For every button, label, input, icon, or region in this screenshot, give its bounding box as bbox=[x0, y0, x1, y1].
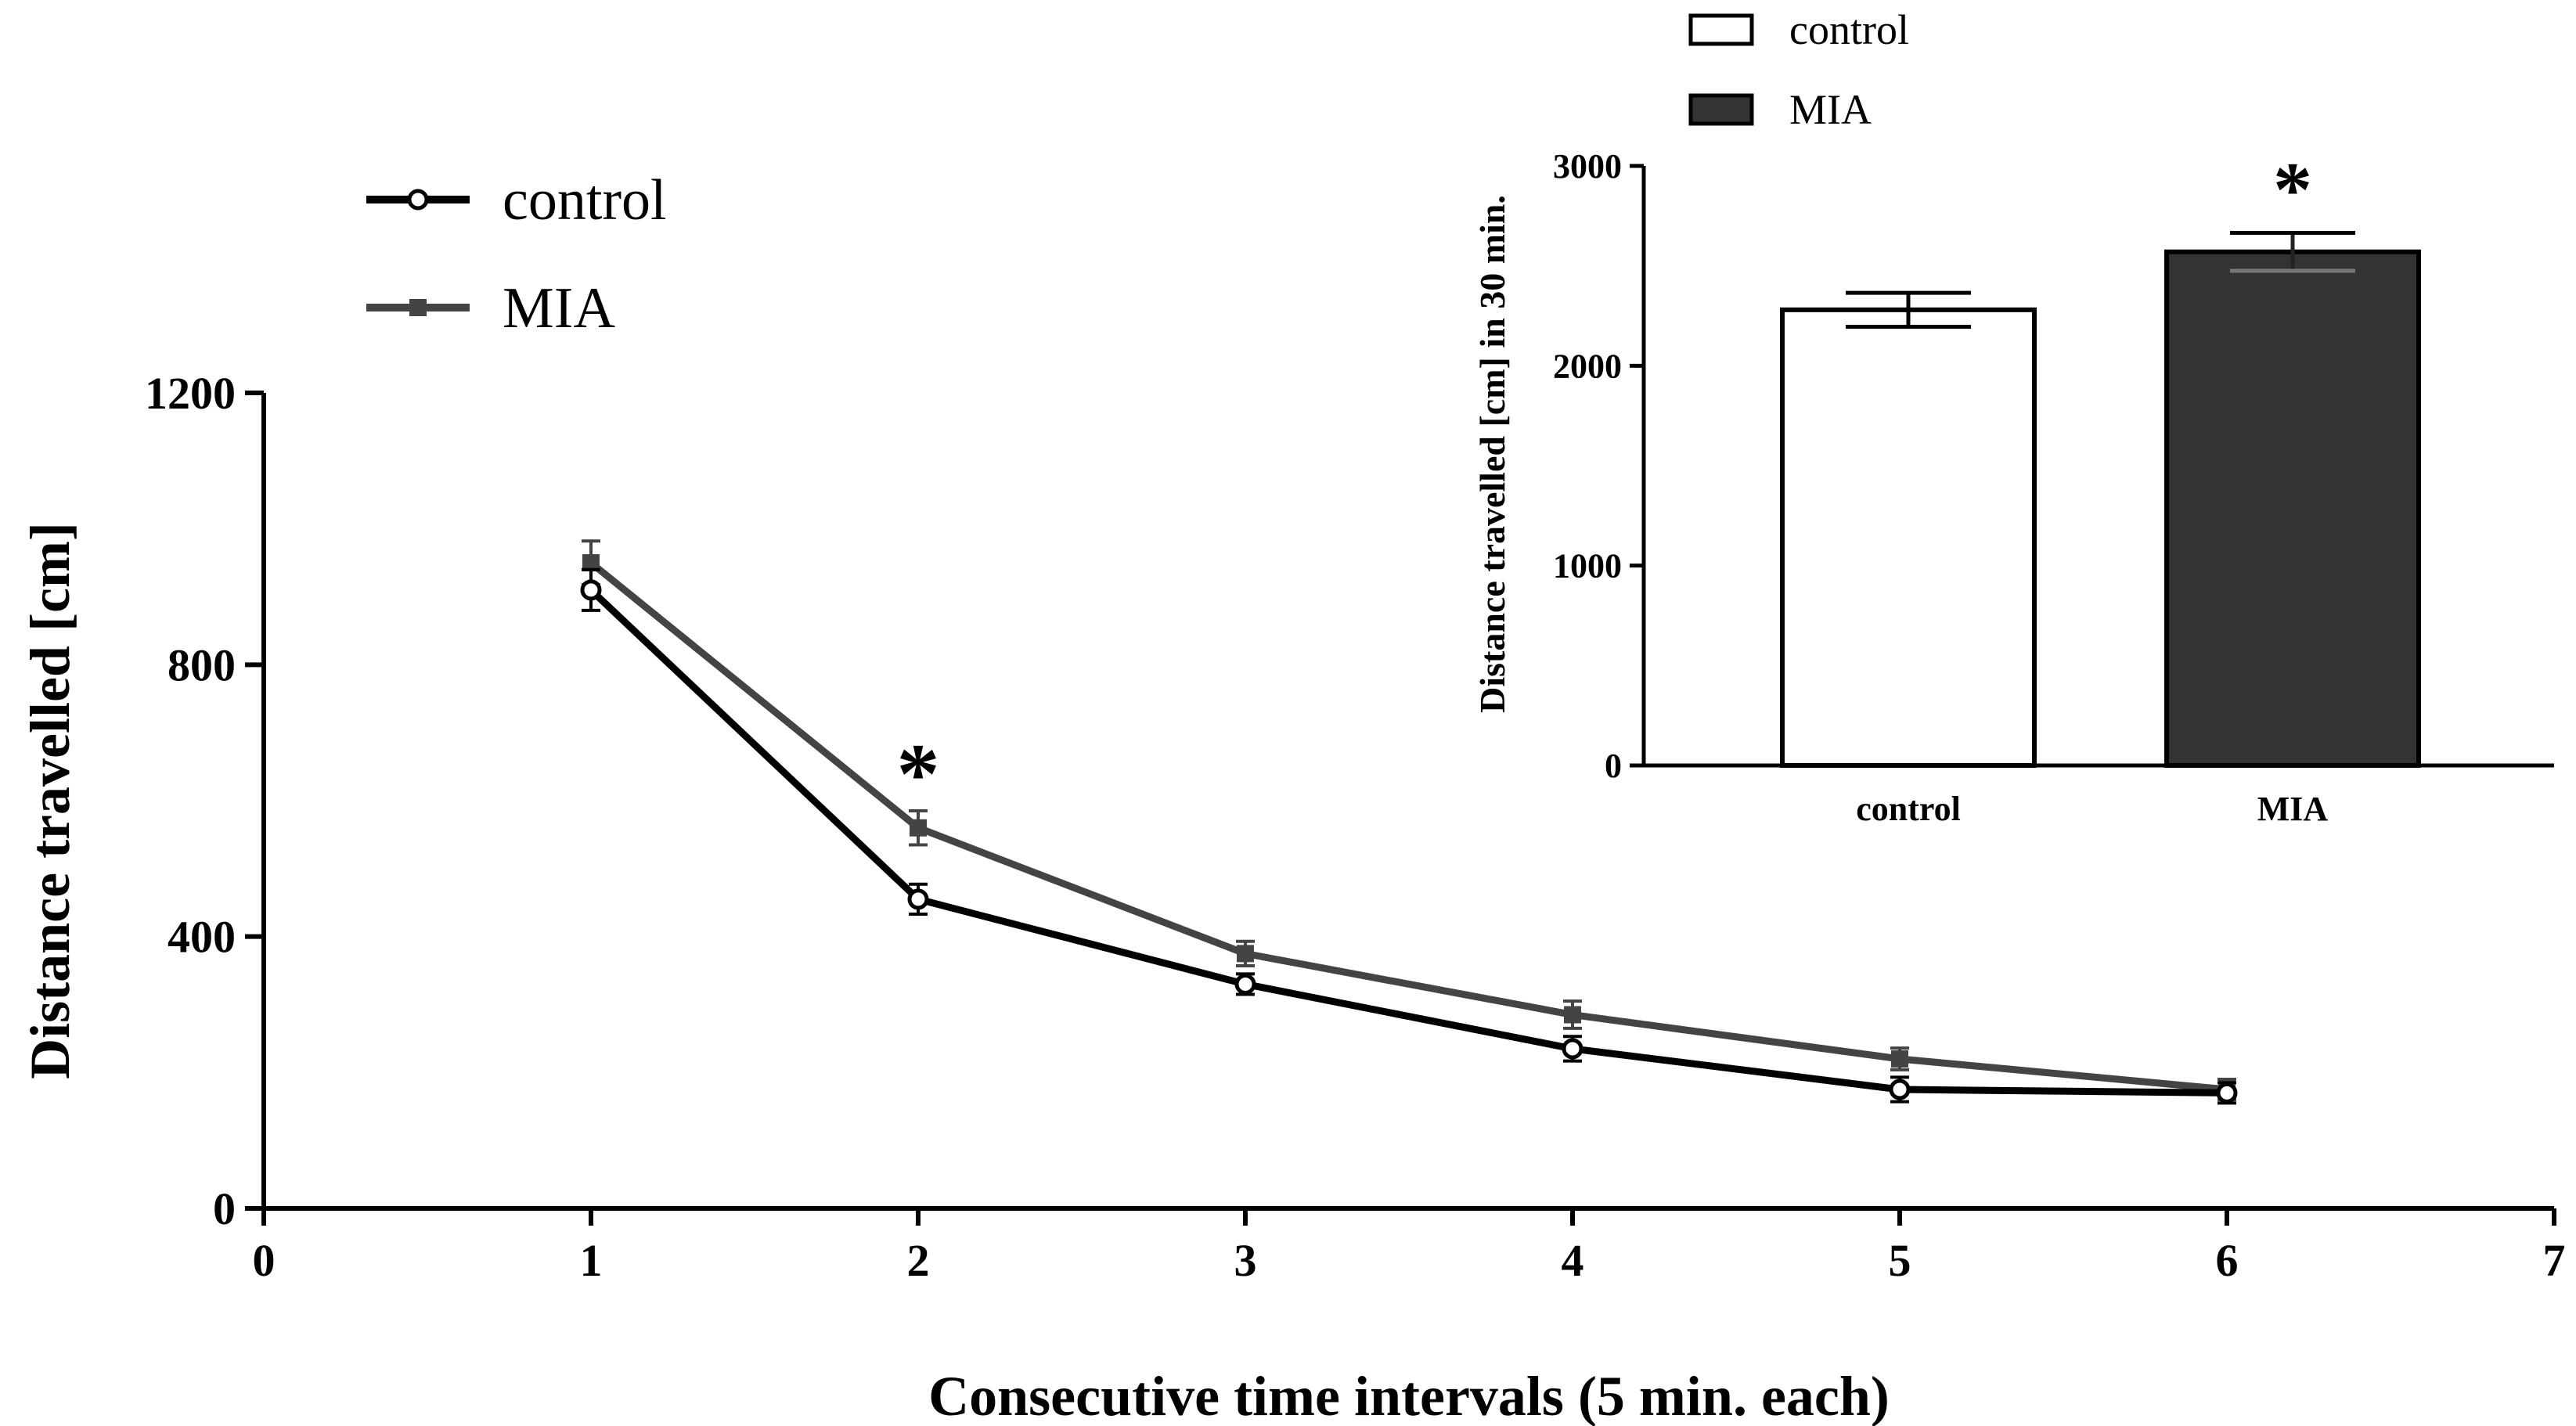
inset-legend-control-label: control bbox=[1789, 6, 1909, 53]
main-y-tick-label: 0 bbox=[213, 1183, 236, 1234]
main-legend-mia-marker bbox=[409, 299, 427, 316]
inset-legend-mia-swatch bbox=[1688, 93, 1754, 126]
inset-legend-control-swatch bbox=[1688, 13, 1754, 46]
data-point-mia bbox=[582, 554, 600, 572]
data-point-mia bbox=[1564, 1006, 1581, 1024]
inset-y-axis-title: Distance travelled [cm] in 30 min. bbox=[1472, 195, 1512, 713]
inset-bar-chart: 0 1000 2000 3000 control MIA Distance travel… bbox=[1472, 6, 2554, 828]
main-x-axis-title: Consecutive time intervals (5 min. each) bbox=[928, 1365, 1890, 1426]
data-point-mia bbox=[1891, 1050, 1908, 1068]
data-point-control bbox=[1889, 1079, 1911, 1100]
series-line-mia bbox=[589, 560, 2228, 1093]
main-legend-mia-label: MIA bbox=[503, 276, 615, 340]
main-x-tick-label: 5 bbox=[1889, 1235, 1911, 1286]
data-point-control bbox=[2216, 1082, 2238, 1104]
inset-bars bbox=[1780, 231, 2421, 768]
main-y-tick-label: 1200 bbox=[145, 368, 236, 419]
inset-x-labels: control MIA bbox=[1856, 790, 2328, 828]
main-x-tick-label: 2 bbox=[907, 1235, 930, 1286]
main-y-ticks: 0 400 800 1200 bbox=[145, 368, 264, 1234]
inset-y-tick-label: 1000 bbox=[1553, 547, 1622, 585]
main-x-tick-label: 0 bbox=[253, 1235, 276, 1286]
bar-control bbox=[1780, 307, 2037, 768]
data-point-control bbox=[907, 888, 929, 910]
main-significance-star: * bbox=[897, 726, 940, 822]
main-x-tick-label: 3 bbox=[1234, 1235, 1257, 1286]
data-point-control bbox=[1234, 973, 1256, 995]
data-point-control bbox=[1562, 1038, 1583, 1060]
main-x-tick-label: 4 bbox=[1562, 1235, 1584, 1286]
inset-x-tick-label: control bbox=[1856, 790, 1961, 828]
inset-significance-star: * bbox=[2273, 146, 2312, 233]
main-series-group bbox=[580, 539, 2238, 1105]
main-line-chart: 0 400 800 1200 0 1 2 3 4 5 6 7 Consecutive time in… bbox=[19, 168, 2566, 1426]
inset-y-tick-label: 3000 bbox=[1553, 147, 1622, 185]
main-y-tick-label: 800 bbox=[168, 639, 236, 690]
main-y-axis-title: Distance travelled [cm] bbox=[19, 522, 81, 1079]
data-point-mia bbox=[910, 819, 927, 837]
bar-mia bbox=[2164, 249, 2421, 768]
inset-y-tick-label: 2000 bbox=[1553, 347, 1622, 385]
inset-x-tick-label: MIA bbox=[2257, 790, 2329, 828]
main-legend-control-label: control bbox=[503, 168, 667, 232]
series-line-control bbox=[588, 587, 2228, 1097]
main-y-tick-label: 400 bbox=[168, 912, 236, 963]
main-x-tick-label: 1 bbox=[580, 1235, 603, 1286]
inset-legend: control MIA bbox=[1688, 6, 1909, 133]
inset-legend-mia-label: MIA bbox=[1789, 86, 1872, 133]
main-legend: control MIA bbox=[366, 168, 667, 340]
data-point-control bbox=[580, 579, 602, 601]
main-x-tick-label: 7 bbox=[2543, 1235, 2566, 1286]
inset-y-ticks: 0 1000 2000 3000 bbox=[1553, 147, 1644, 785]
inset-y-tick-label: 0 bbox=[1605, 747, 1622, 785]
main-x-ticks: 0 1 2 3 4 5 6 7 bbox=[253, 1208, 2566, 1286]
main-x-tick-label: 6 bbox=[2216, 1235, 2239, 1286]
data-point-mia bbox=[1237, 945, 1254, 963]
main-legend-control-marker bbox=[407, 189, 429, 211]
